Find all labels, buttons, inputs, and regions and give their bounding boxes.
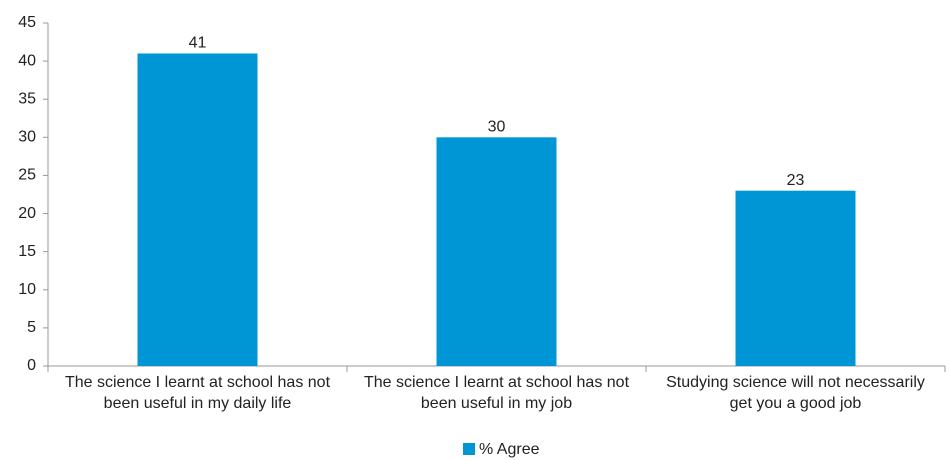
y-tick-label: 25: [18, 167, 36, 184]
y-tick-label: 5: [27, 319, 36, 336]
data-label: 30: [488, 119, 506, 136]
y-tick-label: 15: [18, 243, 36, 260]
y-tick-label: 20: [18, 205, 36, 222]
y-tick-label: 30: [18, 129, 36, 146]
x-tick-label: Studying science will not necessarily ge…: [666, 374, 925, 412]
y-tick-label: 40: [18, 52, 36, 69]
legend-label: % Agree: [479, 441, 540, 458]
y-tick-label: 10: [18, 281, 36, 298]
y-tick-label: 0: [27, 357, 36, 374]
bar: [436, 137, 557, 366]
data-label: 41: [189, 35, 207, 52]
bar: [735, 190, 856, 366]
x-tick-label: The science I learnt at school has not b…: [363, 374, 630, 412]
y-tick-label: 45: [18, 14, 36, 31]
data-label: 23: [787, 172, 805, 189]
y-tick-label: 35: [18, 90, 36, 107]
legend-swatch: [463, 443, 475, 455]
x-tick-label: The science I learnt at school has not b…: [64, 374, 331, 412]
bar: [137, 53, 258, 366]
